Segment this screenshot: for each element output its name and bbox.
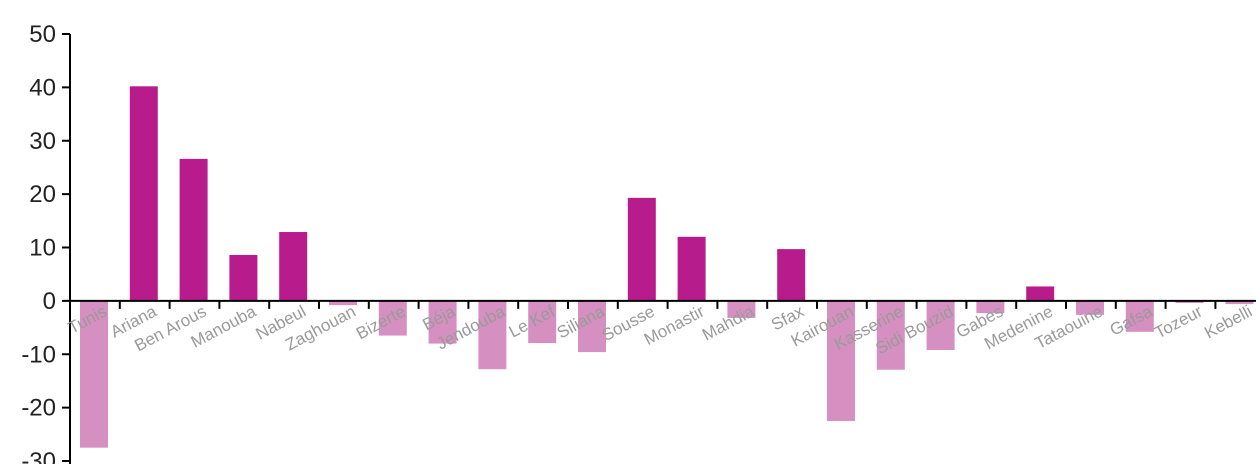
bar-5 — [329, 300, 357, 306]
bar-10 — [578, 300, 606, 353]
bar-16 — [876, 300, 905, 370]
x-axis — [69, 299, 1256, 309]
bar-18 — [976, 300, 1005, 314]
y-tick-label-3: 20 — [29, 181, 56, 208]
y-tick-label-6: -10 — [21, 341, 56, 368]
category-label-23: Kebelli — [1201, 302, 1255, 343]
bar-12 — [677, 236, 706, 301]
bar-1 — [129, 86, 158, 301]
bar-13 — [727, 300, 756, 318]
bar-23 — [1225, 300, 1254, 305]
y-tick-label-8: -30 — [21, 448, 56, 464]
y-tick-label-1: 40 — [29, 74, 56, 101]
bar-2 — [179, 158, 208, 301]
y-tick-label-4: 10 — [29, 235, 56, 262]
bar-20 — [1076, 300, 1104, 315]
bars-group — [80, 86, 1254, 448]
bar-22 — [1175, 300, 1204, 304]
bar-19 — [1026, 286, 1055, 301]
bar-21 — [1125, 300, 1154, 332]
y-tick-label-2: 30 — [29, 128, 56, 155]
y-tick-label-7: -20 — [21, 395, 56, 422]
bar-3 — [229, 254, 258, 301]
bar-9 — [528, 300, 557, 344]
bar-4 — [279, 232, 308, 301]
bar-15 — [827, 300, 855, 421]
y-tick-label-5: 0 — [43, 288, 56, 315]
y-tick-label-0: 50 — [29, 21, 56, 48]
bar-6 — [378, 300, 407, 336]
category-label-22: Tozeur — [1152, 301, 1206, 342]
bar-7 — [428, 300, 457, 344]
bar-0 — [80, 300, 108, 448]
y-axis: 50 40 30 20 10 0 -10 -20 -30 — [21, 21, 71, 464]
bar-8 — [478, 300, 507, 370]
bar-14 — [777, 249, 806, 301]
bar-17 — [926, 300, 955, 350]
bar-11 — [627, 197, 656, 301]
